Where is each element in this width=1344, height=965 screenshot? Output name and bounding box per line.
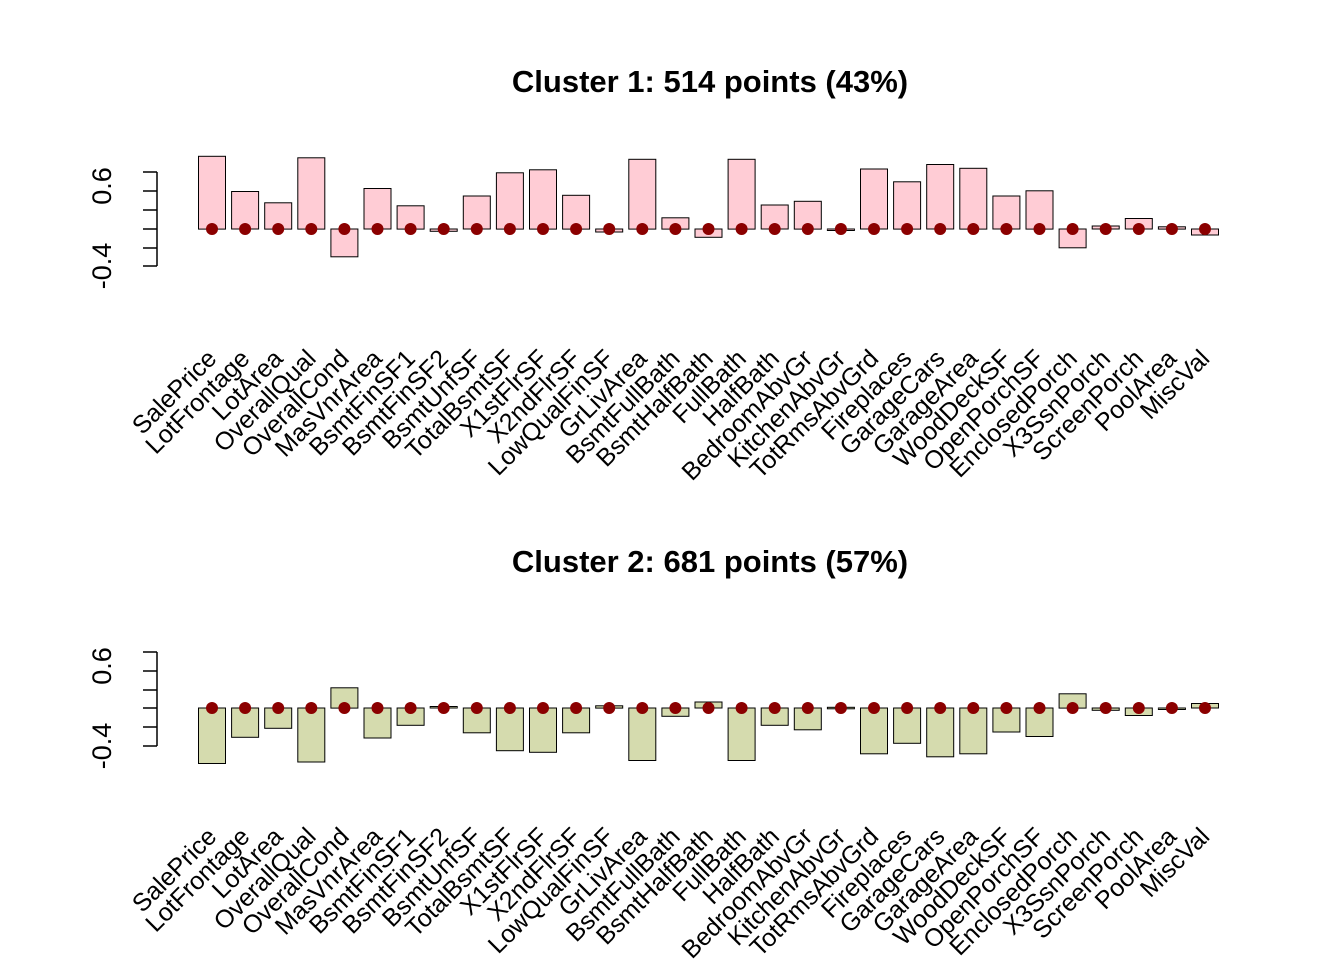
bar-X1stFlrSF: [529, 169, 557, 230]
chart-panel-1: Cluster 1: 514 points (43%)0.6-0.4SalePr…: [87, 64, 1219, 486]
marker-MiscVal: [1199, 702, 1211, 714]
bar-TotalBsmtSF: [495, 172, 524, 230]
marker-ScreenPorch: [1132, 223, 1145, 235]
marker-WoodDeckSF: [1000, 702, 1013, 714]
bar-X1stFlrSF: [529, 707, 557, 753]
marker-LowQualFinSF: [603, 223, 616, 235]
bar-SalePrice: [198, 707, 226, 764]
bar-FullBath: [727, 158, 756, 230]
marker-LotArea: [272, 223, 285, 235]
bar-OverallQual: [297, 707, 326, 763]
bar-GarageArea: [959, 167, 988, 230]
marker-BsmtHalfBath: [702, 223, 715, 235]
marker-GrLivArea: [636, 223, 649, 235]
marker-ScreenPorch: [1132, 702, 1145, 714]
marker-GarageArea: [967, 223, 980, 235]
marker-MasVnrArea: [371, 223, 384, 235]
marker-WoodDeckSF: [1000, 223, 1013, 235]
bar-GrLivArea: [628, 158, 657, 230]
marker-HalfBath: [768, 223, 781, 235]
marker-LotFrontage: [239, 223, 252, 235]
marker-FullBath: [735, 223, 748, 235]
marker-BsmtUnfSF: [470, 223, 483, 235]
marker-EnclosedPorch: [1066, 223, 1079, 235]
marker-X2ndFlrSF: [570, 702, 583, 714]
marker-BedroomAbvGr: [801, 702, 814, 714]
marker-TotalBsmtSF: [503, 702, 516, 714]
bar-TotRmsAbvGrd: [860, 707, 888, 755]
bar-TotRmsAbvGrd: [860, 168, 888, 230]
marker-OpenPorchSF: [1033, 702, 1046, 714]
marker-X1stFlrSF: [537, 702, 549, 714]
marker-GarageCars: [934, 223, 947, 235]
marker-TotRmsAbvGrd: [868, 223, 880, 235]
marker-BsmtFinSF1: [404, 702, 417, 714]
marker-BsmtHalfBath: [702, 702, 715, 714]
y-tick-label: -0.4: [87, 243, 117, 290]
bar-GarageArea: [959, 707, 988, 755]
marker-X1stFlrSF: [537, 223, 549, 235]
marker-Fireplaces: [901, 702, 914, 714]
chart-title: Cluster 2: 681 points (57%): [512, 544, 908, 579]
chart-title: Cluster 1: 514 points (43%): [512, 64, 908, 99]
marker-HalfBath: [768, 702, 781, 714]
bar-GrLivArea: [628, 707, 657, 761]
marker-BsmtFinSF2: [437, 702, 450, 714]
marker-LotFrontage: [239, 702, 252, 714]
marker-GarageCars: [934, 702, 947, 714]
chart-panel-2: Cluster 2: 681 points (57%)0.6-0.4SalePr…: [87, 544, 1219, 964]
marker-OpenPorchSF: [1033, 223, 1046, 235]
marker-OverallQual: [305, 223, 318, 235]
bar-MasVnrArea: [363, 188, 392, 230]
marker-GarageArea: [967, 702, 980, 714]
marker-OverallCond: [338, 702, 351, 714]
marker-MasVnrArea: [371, 702, 384, 714]
marker-TotalBsmtSF: [503, 223, 516, 235]
marker-GrLivArea: [636, 702, 649, 714]
y-tick-label: -0.4: [87, 723, 117, 770]
marker-BsmtFinSF2: [437, 223, 450, 235]
marker-FullBath: [735, 702, 748, 714]
bar-SalePrice: [198, 155, 226, 230]
bar-GarageCars: [926, 707, 955, 758]
marker-TotRmsAbvGrd: [868, 702, 880, 714]
marker-X2ndFlrSF: [570, 223, 583, 235]
y-tick-label: 0.6: [87, 167, 117, 205]
bar-Fireplaces: [893, 181, 922, 230]
marker-X3SsnPorch: [1099, 223, 1112, 235]
bar-GarageCars: [926, 164, 955, 230]
bar-TotalBsmtSF: [495, 707, 524, 752]
bar-OpenPorchSF: [1025, 190, 1054, 230]
marker-SalePrice: [206, 223, 218, 235]
marker-X3SsnPorch: [1099, 702, 1112, 714]
marker-LowQualFinSF: [603, 702, 616, 714]
marker-EnclosedPorch: [1066, 702, 1079, 714]
marker-BsmtFinSF1: [404, 223, 417, 235]
marker-SalePrice: [206, 702, 218, 714]
marker-KitchenAbvGr: [834, 702, 847, 714]
marker-KitchenAbvGr: [834, 223, 847, 235]
marker-MiscVal: [1199, 223, 1211, 235]
marker-OverallQual: [305, 702, 318, 714]
bar-FullBath: [727, 707, 756, 761]
marker-LotArea: [272, 702, 285, 714]
marker-BsmtUnfSF: [470, 702, 483, 714]
marker-Fireplaces: [901, 223, 914, 235]
marker-PoolArea: [1165, 223, 1178, 235]
marker-BsmtFullBath: [669, 702, 682, 714]
marker-OverallCond: [338, 223, 351, 235]
marker-PoolArea: [1165, 702, 1178, 714]
y-tick-label: 0.6: [87, 647, 117, 685]
bar-OverallQual: [297, 157, 326, 230]
marker-BedroomAbvGr: [801, 223, 814, 235]
marker-BsmtFullBath: [669, 223, 682, 235]
